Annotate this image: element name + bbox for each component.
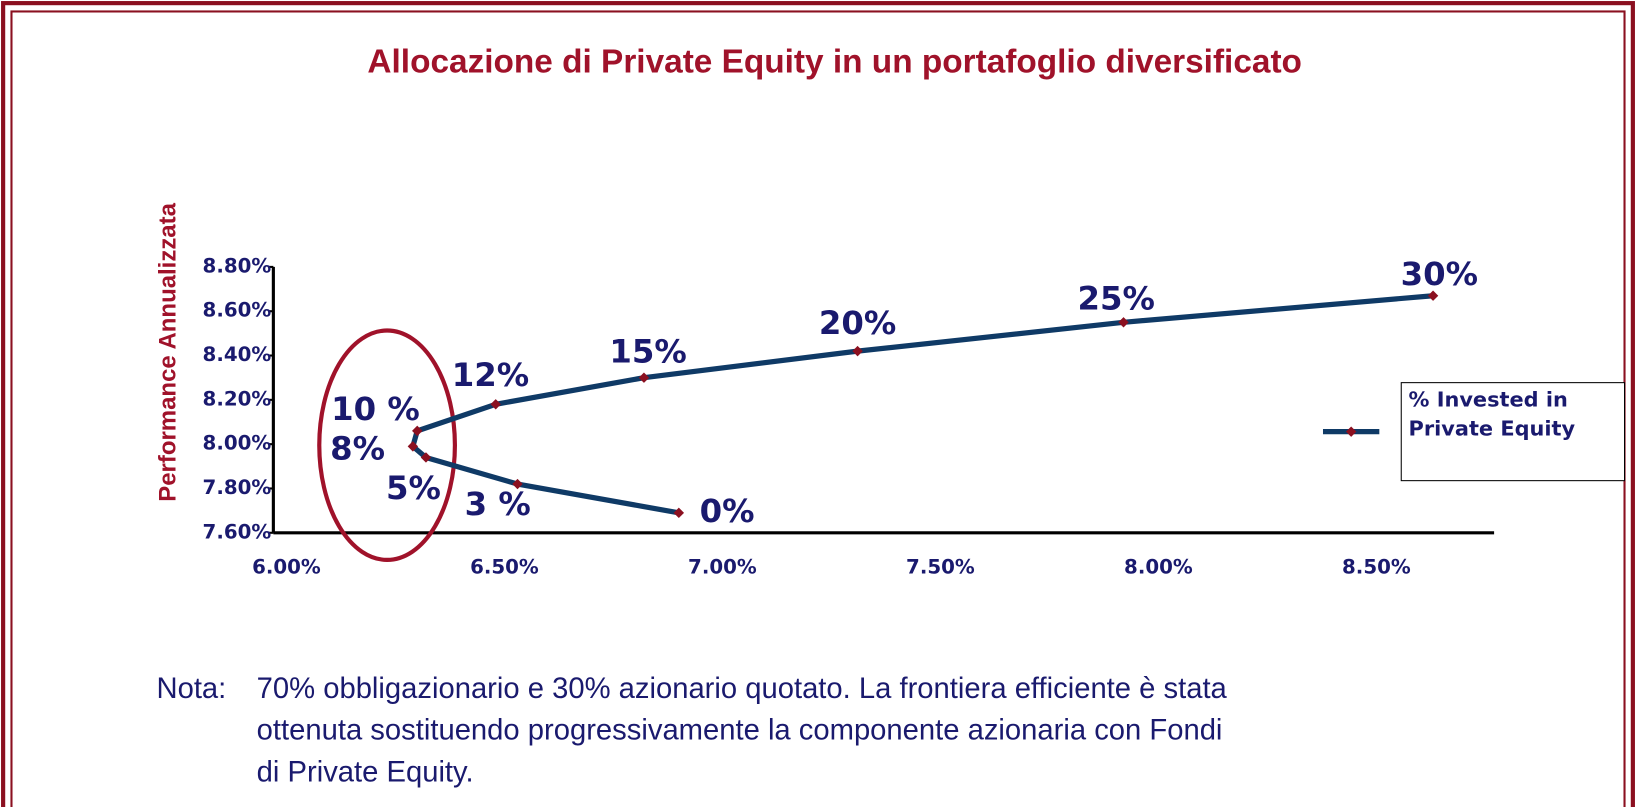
series-line [410,293,1434,516]
y-tick-label: 8.40% [203,343,272,366]
x-tick-label: 7.50% [906,556,975,579]
point-label: 5% [386,469,441,507]
marker [420,452,432,463]
y-axis-label: Performance Annualizzata [154,202,181,501]
x-tick-label: 7.00% [688,556,757,579]
point-label: 25% [1078,279,1155,317]
note-line: ottenuta sostituendo progressivamente la… [257,715,1223,747]
note-line: 70% obbligazionario e 30% azionario quot… [257,673,1228,705]
marker [1118,317,1129,328]
y-tick-label: 7.80% [203,476,272,499]
point-label: 30% [1401,255,1478,293]
legend-box [1400,382,1626,482]
y-tick-label: 8.20% [203,387,272,410]
point-label: 12% [452,356,529,394]
x-tick-label: 8.50% [1342,556,1411,579]
y-tick-label: 7.60% [203,520,272,543]
marker [638,372,650,383]
point-label: 10 % [331,390,420,428]
y-tick-label: 8.80% [203,254,272,277]
note-label: Nota: [157,673,227,705]
legend-label: % Invested in Private Equity [1409,387,1576,440]
x-tick-label: 6.50% [470,556,539,579]
point-label: 3 % [465,485,531,523]
marker [490,399,501,410]
x-tick-label: 8.00% [1124,556,1193,579]
point-label: 8% [330,430,385,468]
point-label: 15% [609,333,686,371]
x-tick-label: 6.00% [252,556,321,579]
note-line: di Private Equity. [257,756,474,788]
highlight-ellipse [317,328,457,562]
y-tick-label: 8.60% [203,299,272,322]
legend-marker [1345,426,1357,437]
point-label: 0% [700,492,755,530]
marker [1427,290,1439,301]
y-tick-label: 8.00% [203,432,272,455]
chart-title: Allocazione di Private Equity in un port… [367,43,1302,80]
marker [673,507,685,519]
marker [407,441,419,452]
marker [852,345,863,357]
marker [412,425,423,437]
point-label: 20% [819,304,896,342]
